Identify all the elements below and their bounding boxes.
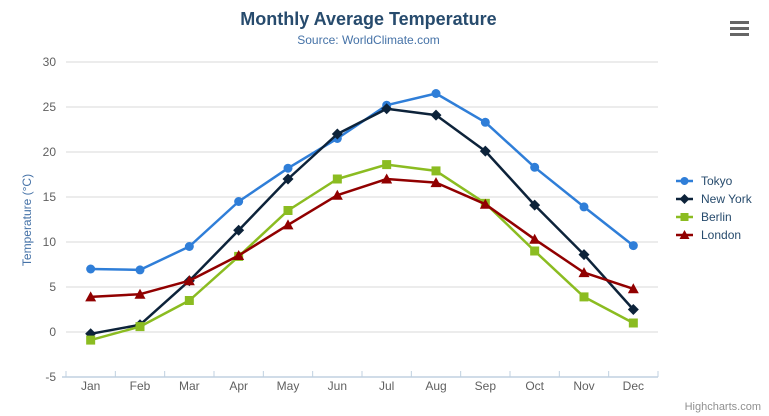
data-point-berlin[interactable] bbox=[86, 335, 96, 345]
y-axis-label: -5 bbox=[45, 370, 56, 384]
y-axis-label: 15 bbox=[43, 190, 57, 204]
data-point-london[interactable] bbox=[85, 291, 97, 302]
export-menu-button[interactable] bbox=[728, 20, 750, 37]
data-point-berlin[interactable] bbox=[184, 296, 194, 305]
legend-item-label: New York bbox=[701, 192, 752, 206]
data-point-tokyo[interactable] bbox=[431, 89, 441, 98]
data-point-london[interactable] bbox=[331, 189, 343, 200]
legend-marker-square-icon bbox=[676, 213, 693, 221]
data-point-tokyo[interactable] bbox=[86, 264, 96, 274]
credits-link[interactable]: Highcharts.com bbox=[684, 401, 761, 413]
data-point-london[interactable] bbox=[233, 250, 245, 260]
series-line-london bbox=[89, 177, 635, 299]
data-point-new-york[interactable] bbox=[381, 103, 393, 115]
data-point-tokyo[interactable] bbox=[184, 242, 194, 251]
legend-marker-triangle-icon bbox=[676, 230, 693, 239]
data-point-london[interactable] bbox=[381, 173, 393, 184]
data-point-tokyo[interactable] bbox=[234, 197, 244, 206]
x-axis-label: Nov bbox=[573, 379, 594, 393]
data-point-tokyo[interactable] bbox=[530, 162, 540, 172]
x-axis-label: Jul bbox=[379, 379, 394, 393]
data-point-tokyo[interactable] bbox=[135, 265, 145, 275]
legend-item-label: Berlin bbox=[701, 210, 732, 224]
data-point-london[interactable] bbox=[627, 283, 639, 294]
x-axis-label: Aug bbox=[425, 379, 446, 393]
data-point-berlin[interactable] bbox=[283, 206, 293, 215]
y-axis-label: 5 bbox=[49, 280, 56, 294]
x-axis-label: Feb bbox=[130, 379, 151, 393]
legend-marker-shape[interactable] bbox=[680, 213, 689, 221]
data-point-london[interactable] bbox=[430, 177, 442, 188]
data-point-new-york[interactable] bbox=[233, 224, 245, 236]
data-point-berlin[interactable] bbox=[628, 318, 638, 328]
legend-marker-circle-icon bbox=[676, 177, 693, 185]
x-axis-label: Dec bbox=[623, 379, 644, 393]
y-axis-label: 20 bbox=[43, 145, 57, 159]
legend-marker-shape[interactable] bbox=[680, 177, 689, 185]
series-line-new-york bbox=[89, 107, 635, 336]
data-point-berlin[interactable] bbox=[530, 246, 540, 256]
legend-marker-shape[interactable] bbox=[679, 194, 690, 204]
data-point-tokyo[interactable] bbox=[579, 202, 589, 212]
x-axis-label: Oct bbox=[525, 379, 544, 393]
data-point-berlin[interactable] bbox=[332, 174, 342, 184]
legend-item-label: Tokyo bbox=[701, 174, 733, 188]
series-line-tokyo bbox=[89, 92, 635, 272]
chart-subtitle: Source: WorldClimate.com bbox=[297, 33, 440, 47]
data-point-london[interactable] bbox=[183, 275, 195, 286]
data-point-berlin[interactable] bbox=[431, 166, 441, 176]
legend: Tokyo New York Berlin London bbox=[676, 172, 752, 244]
hamburger-icon bbox=[728, 21, 750, 36]
data-point-new-york[interactable] bbox=[331, 128, 343, 140]
series-line-berlin bbox=[89, 163, 635, 342]
y-axis-label: 0 bbox=[49, 325, 56, 339]
legend-item-tokyo[interactable]: Tokyo bbox=[676, 172, 752, 190]
data-point-new-york[interactable] bbox=[529, 199, 541, 211]
x-axis-label: Mar bbox=[179, 379, 200, 393]
data-point-london[interactable] bbox=[282, 219, 294, 230]
legend-marker-diamond-icon bbox=[676, 194, 693, 204]
x-axis-label: Jan bbox=[81, 379, 100, 393]
data-point-tokyo[interactable] bbox=[628, 241, 638, 251]
x-axis-label: Apr bbox=[229, 379, 248, 393]
data-point-new-york[interactable] bbox=[479, 145, 491, 157]
data-point-new-york[interactable] bbox=[282, 173, 294, 185]
data-point-berlin[interactable] bbox=[382, 160, 392, 170]
data-point-new-york[interactable] bbox=[578, 249, 590, 261]
data-point-london[interactable] bbox=[578, 267, 590, 278]
data-point-berlin[interactable] bbox=[135, 322, 145, 332]
y-axis-label: 10 bbox=[43, 235, 57, 249]
y-axis-label: 30 bbox=[43, 55, 57, 69]
data-point-new-york[interactable] bbox=[627, 304, 639, 315]
legend-item-label: London bbox=[701, 228, 742, 242]
data-point-tokyo[interactable] bbox=[480, 117, 490, 127]
legend-item-new-york[interactable]: New York bbox=[676, 190, 752, 208]
x-axis-label: May bbox=[277, 379, 300, 393]
legend-item-london[interactable]: London bbox=[676, 226, 752, 244]
y-axis-label: 25 bbox=[43, 100, 57, 114]
x-axis-label: Sep bbox=[475, 379, 497, 393]
data-point-tokyo[interactable] bbox=[283, 163, 293, 173]
legend-item-berlin[interactable]: Berlin bbox=[676, 208, 752, 226]
chart-title: Monthly Average Temperature bbox=[240, 9, 497, 29]
data-point-london[interactable] bbox=[134, 288, 146, 299]
data-point-london[interactable] bbox=[529, 233, 541, 244]
data-point-london[interactable] bbox=[479, 198, 491, 209]
legend-marker-shape[interactable] bbox=[679, 230, 690, 239]
x-axis-label: Jun bbox=[328, 379, 347, 393]
data-point-new-york[interactable] bbox=[430, 109, 442, 121]
data-point-berlin[interactable] bbox=[579, 292, 589, 302]
